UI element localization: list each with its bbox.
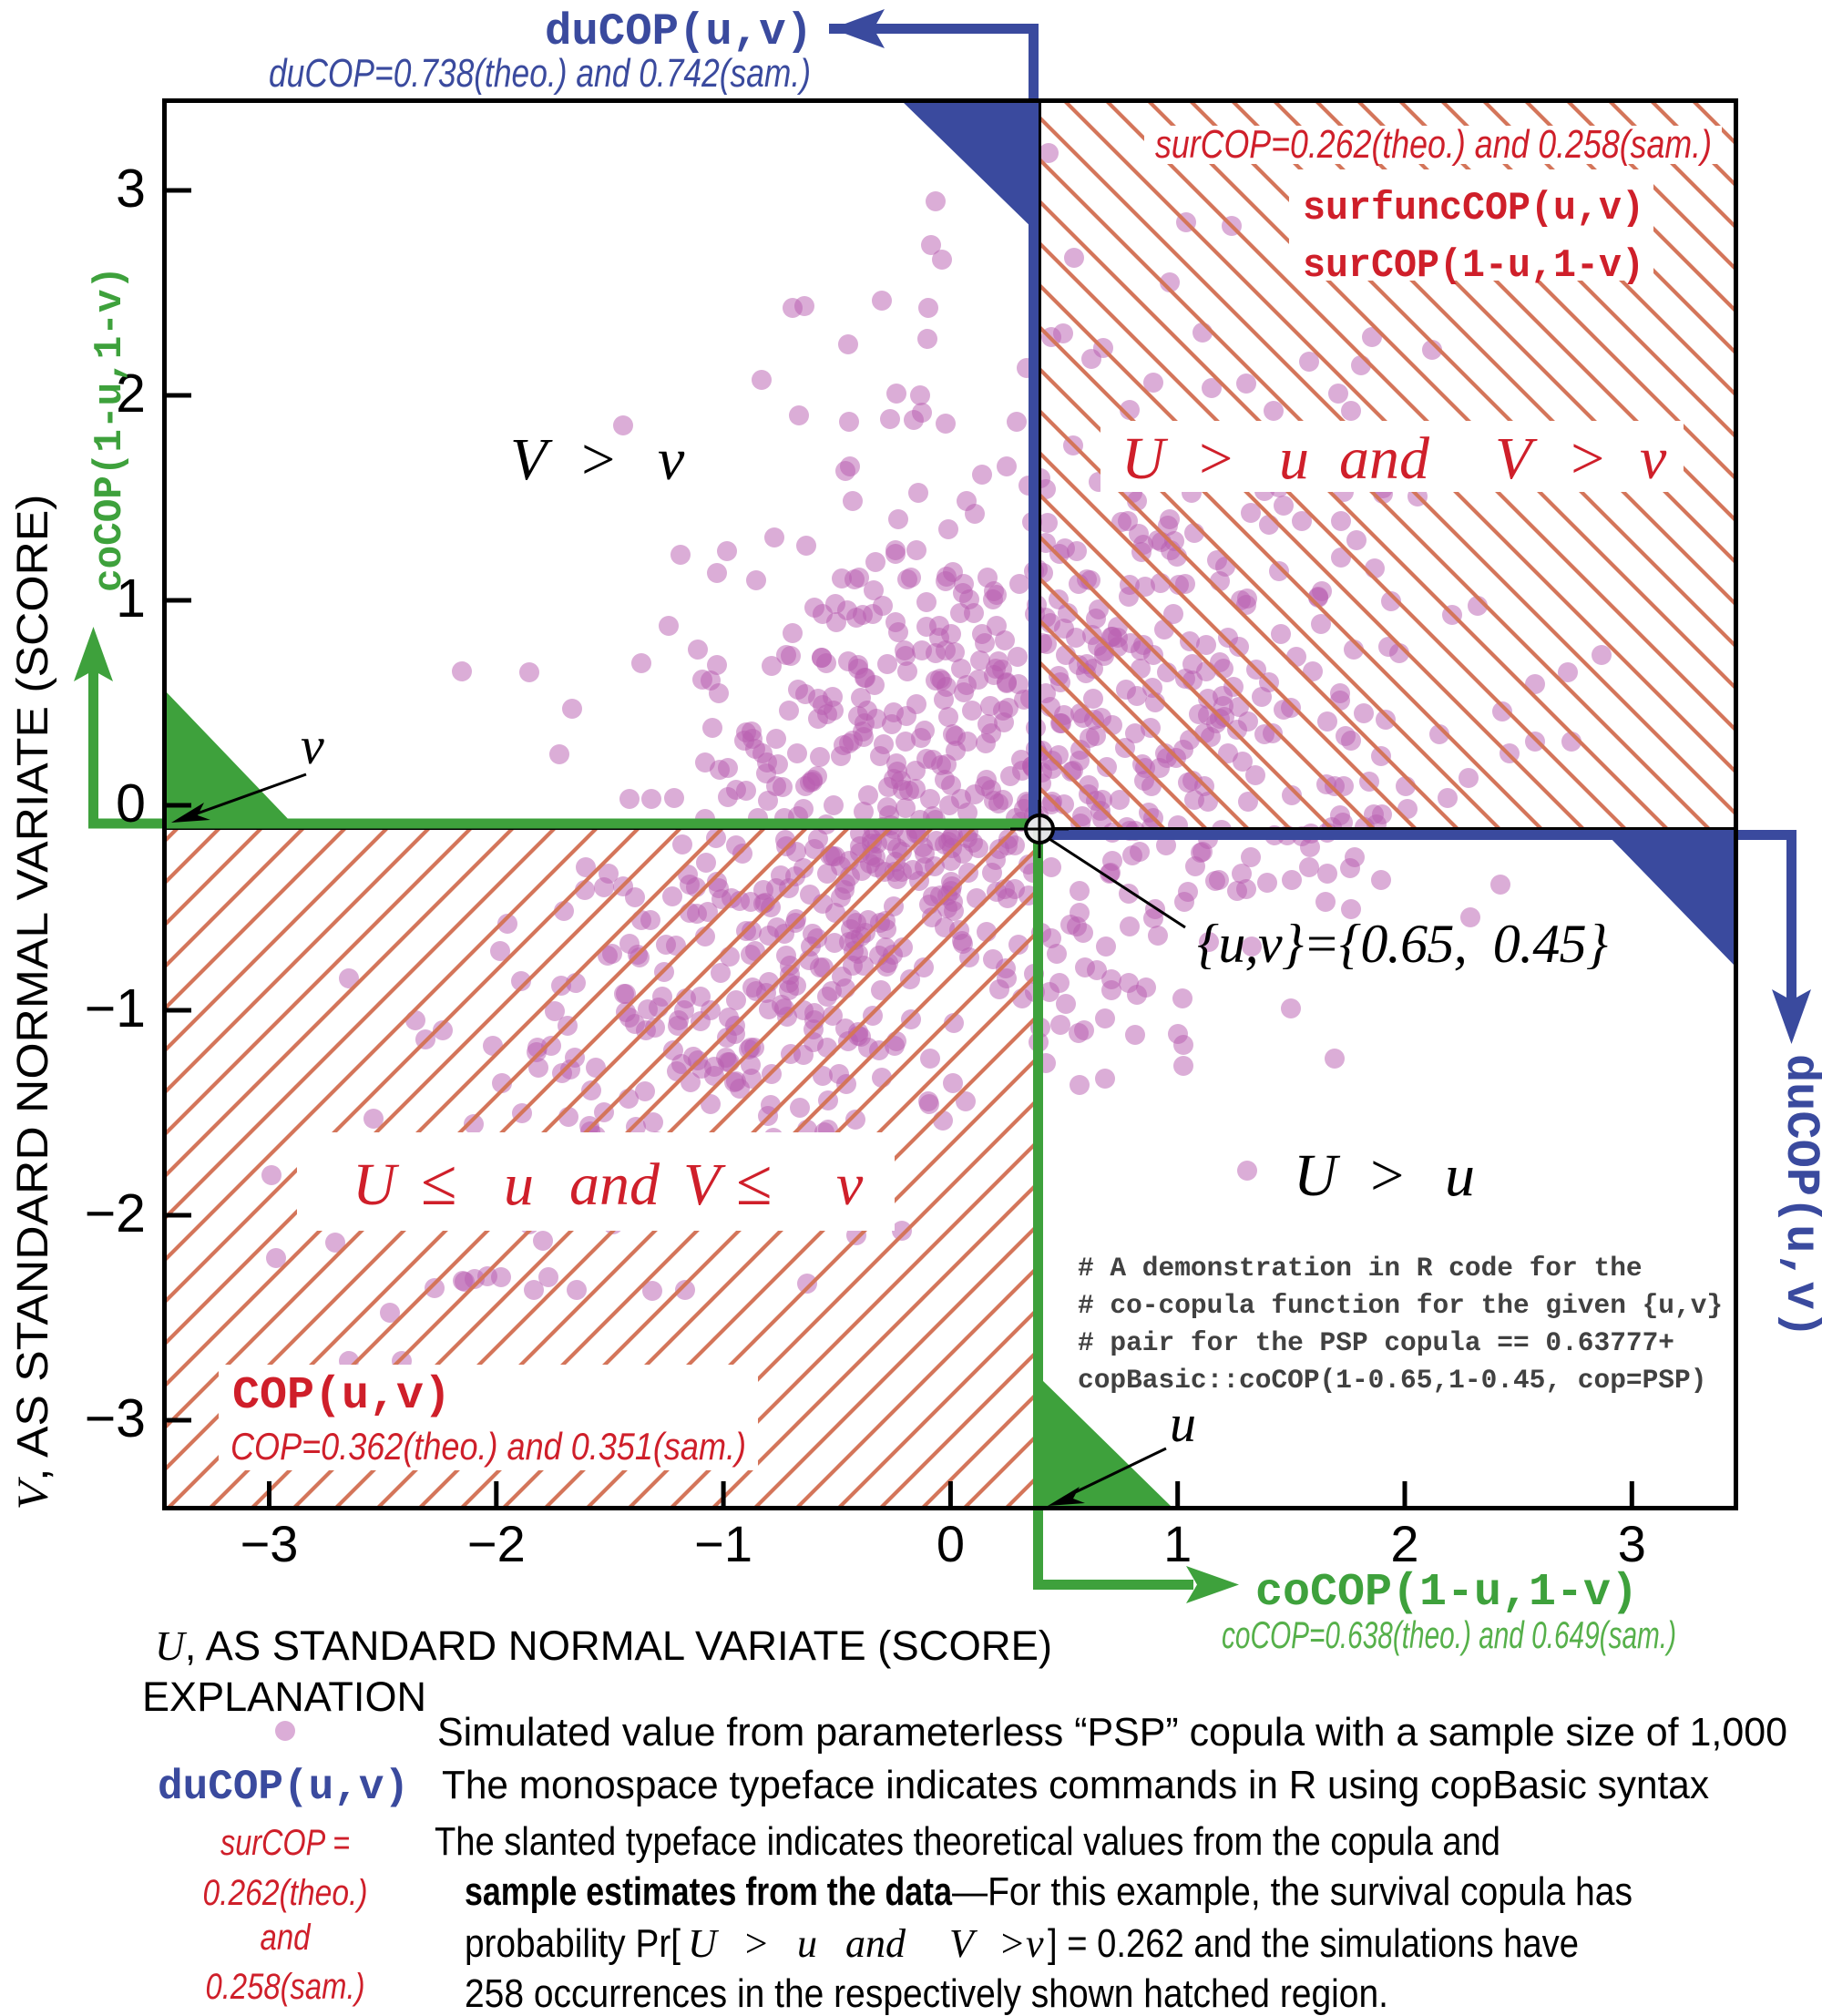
svg-text:−3: −3	[241, 1515, 299, 1572]
svg-text:COP(u,v): COP(u,v)	[232, 1370, 451, 1422]
svg-text:V>v: V > v	[510, 426, 685, 493]
svg-text:surCOP(1-u,1-v): surCOP(1-u,1-v)	[1303, 243, 1644, 289]
svg-text:coCOP(1-u,1-v): coCOP(1-u,1-v)	[1255, 1567, 1638, 1619]
svg-text:3: 3	[116, 159, 146, 219]
svg-text:surCOP=0.262(theo.) and 0.258(: surCOP=0.262(theo.) and 0.258(sam.)	[1155, 122, 1712, 167]
svg-text:258 occurrences in the respect: 258 occurrences in the respectively show…	[465, 1971, 1388, 2016]
svg-text:coCOP=0.638(theo.) and 0.649(s: coCOP=0.638(theo.) and 0.649(sam.)	[1222, 1613, 1676, 1656]
svg-text:EXPLANATION: EXPLANATION	[142, 1673, 426, 1720]
svg-text:and: and	[261, 1918, 312, 1958]
svg-text:# co-copula function for the g: # co-copula function for the given {u,v}	[1078, 1290, 1723, 1321]
svg-text:3: 3	[1618, 1515, 1646, 1572]
svg-text:# pair for the PSP copula == 0: # pair for the PSP copula == 0.63777+	[1078, 1327, 1674, 1358]
svg-text:U, AS STANDARD NORMAL VARIATE: U, AS STANDARD NORMAL VARIATE (SCORE)	[155, 1622, 1052, 1669]
svg-text:1: 1	[116, 568, 146, 629]
svg-text:−2: −2	[85, 1183, 146, 1243]
svg-text:2: 2	[116, 363, 146, 424]
svg-text:Simulated value from parameter: Simulated value from parameterless “PSP”…	[437, 1710, 1787, 1755]
svg-text:duCOP=0.738(theo.) and 0.742(s: duCOP=0.738(theo.) and 0.742(sam.)	[269, 51, 811, 96]
svg-text:−1: −1	[694, 1515, 752, 1572]
svg-text:{u,v}={0.65, 0.45}: {u,v}={0.65, 0.45}	[1197, 914, 1608, 974]
svg-text:duCOP(u,v): duCOP(u,v)	[545, 6, 813, 57]
svg-text:COP=0.362(theo.) and 0.351(sam: COP=0.362(theo.) and 0.351(sam.)	[230, 1425, 746, 1468]
svg-text:2: 2	[1390, 1515, 1418, 1572]
svg-text:# A demonstration in R code fo: # A demonstration in R code for the	[1078, 1253, 1643, 1284]
svg-text:probability Pr[: probability Pr[	[465, 1921, 681, 1966]
svg-text:coCOP(1-u,1-v): coCOP(1-u,1-v)	[87, 266, 133, 592]
svg-text:V, AS STANDARD NORMAL VARIATE: V, AS STANDARD NORMAL VARIATE (SCORE)	[9, 495, 57, 1510]
svg-text:−3: −3	[85, 1388, 146, 1448]
svg-text:U>u: U > u	[1294, 1142, 1475, 1209]
svg-text:duCOP(u,v): duCOP(u,v)	[158, 1764, 409, 1811]
svg-text:0: 0	[116, 773, 146, 834]
svg-text:—For this example, the surviva: —For this example, the survival copula h…	[952, 1869, 1633, 1914]
svg-text:v: v	[301, 716, 324, 775]
svg-text:u: u	[1170, 1394, 1196, 1453]
svg-text:surCOP =: surCOP =	[220, 1823, 350, 1863]
svg-text:0.262(theo.): 0.262(theo.)	[203, 1873, 368, 1913]
svg-text:sample estimates from the data: sample estimates from the data	[465, 1869, 952, 1914]
svg-text:1: 1	[1163, 1515, 1192, 1572]
svg-text:The monospace typeface indicat: The monospace typeface indicates command…	[442, 1763, 1709, 1807]
svg-text:] = 0.262 and the simulations: ] = 0.262 and the simulations have	[1048, 1921, 1579, 1966]
svg-text:−2: −2	[467, 1515, 526, 1572]
svg-text:−1: −1	[85, 978, 146, 1039]
svg-text:The slanted typeface indicates: The slanted typeface indicates theoretic…	[435, 1819, 1500, 1864]
svg-text:0: 0	[937, 1515, 965, 1572]
svg-text:copBasic::coCOP(1-0.65,1-0.45,: copBasic::coCOP(1-0.65,1-0.45, cop=PSP)	[1078, 1365, 1706, 1396]
svg-text:duCOP(u,v): duCOP(u,v)	[1774, 1054, 1822, 1338]
svg-text:surfuncCOP(u,v): surfuncCOP(u,v)	[1303, 186, 1644, 231]
svg-text:0.258(sam.): 0.258(sam.)	[206, 1967, 365, 2007]
